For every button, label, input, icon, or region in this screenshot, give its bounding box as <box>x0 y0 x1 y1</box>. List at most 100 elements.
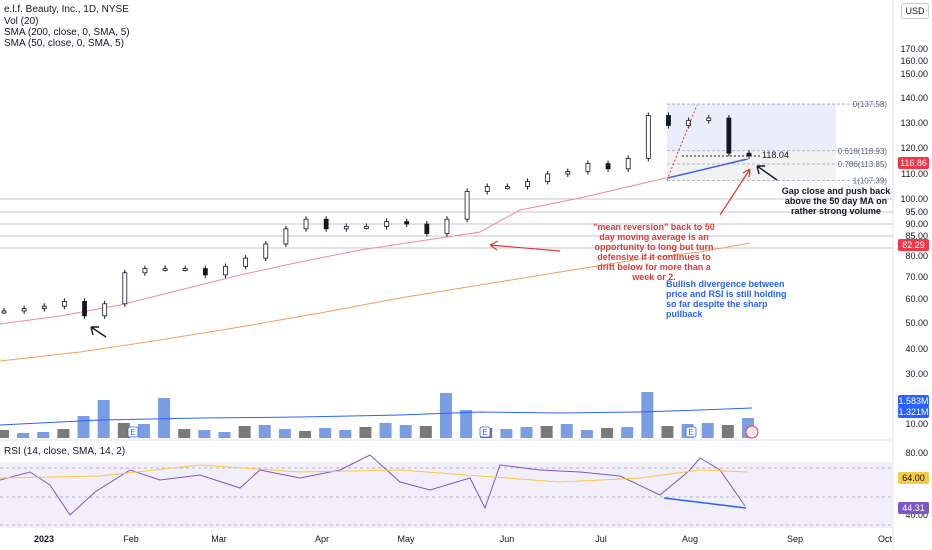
gap-arrow-red <box>719 168 751 216</box>
candle-body <box>102 303 108 317</box>
candle-body <box>21 308 27 312</box>
time-axis-tick: 2023 <box>34 534 54 544</box>
time-axis-tick: Sep <box>787 534 803 544</box>
candle-body <box>182 268 188 272</box>
january-low-arrow <box>90 326 107 338</box>
volume-bar <box>238 426 251 438</box>
volume-bar <box>641 392 654 438</box>
candle-body <box>364 225 369 229</box>
price-axis-tick: 100.00 <box>900 194 928 204</box>
vol-indicator-label[interactable]: Vol (20) <box>4 16 39 27</box>
candle-body <box>162 268 168 272</box>
candle-body <box>424 223 430 234</box>
candle-body <box>263 243 269 259</box>
fib-level-label: 0.618(118.93) <box>838 147 888 156</box>
time-axis-tick: May <box>397 534 415 544</box>
rsi-divergence-line <box>663 497 747 509</box>
bullish-divergence-annotation[interactable]: Bullish divergence between price and RSI… <box>666 279 787 319</box>
annotation-arrows[interactable] <box>90 104 778 439</box>
candle-body <box>565 170 571 175</box>
volume-bar <box>661 426 674 438</box>
earnings-label: E <box>688 428 693 437</box>
fib-level-label: 1(107.39) <box>853 177 888 186</box>
volume-bar <box>97 400 110 438</box>
rsi-line <box>0 454 746 516</box>
rsi-ma-tag: 64.00 <box>898 472 929 484</box>
sma50-indicator-label[interactable]: SMA (50, close, 0, SMA, 5) <box>4 38 125 49</box>
price-axis-tick: 160.00 <box>900 56 928 66</box>
volume-bar <box>258 425 271 438</box>
volume-bar <box>721 425 734 438</box>
volume-bar <box>419 426 432 438</box>
candle-body <box>384 221 389 227</box>
candle-body <box>82 300 87 317</box>
candle-body <box>504 186 510 189</box>
gap-close-annotation[interactable]: Gap close and push back above the 50 day… <box>781 186 891 216</box>
volume-tag: 1.583M <box>898 395 929 407</box>
rsi-axis-tick: 40.00 <box>905 510 928 520</box>
volume-bar <box>299 431 312 438</box>
price-axis-tick: 120.00 <box>900 143 928 153</box>
mean-reversion-annotation[interactable]: "mean reversion" back to 50 day moving a… <box>593 222 715 282</box>
candle-body <box>1 310 7 314</box>
volume-bar <box>399 425 412 438</box>
volume-bar <box>158 398 171 438</box>
volume-bar <box>117 423 130 438</box>
price-axis-tick: 110.00 <box>901 169 928 179</box>
candle-body <box>62 300 67 307</box>
rsi-indicator-label[interactable]: RSI (14, close, SMA, 14, 2) <box>4 446 126 457</box>
candle-body <box>243 257 249 267</box>
price-axis-tick: 80.00 <box>905 251 928 261</box>
candle-body <box>625 157 631 170</box>
fib-trend-dotted <box>666 104 698 181</box>
earnings-label: E <box>482 428 487 437</box>
candle-body <box>343 225 349 230</box>
candle-body <box>404 221 410 225</box>
volume-bar <box>77 416 90 438</box>
currency-button[interactable]: USD <box>901 3 929 19</box>
volume-bar <box>319 428 332 438</box>
volume-bar <box>137 424 150 438</box>
volume-bar <box>439 393 452 438</box>
volume-bar <box>601 428 614 438</box>
candle-body <box>726 117 732 154</box>
sma50-price-tag: 82.29 <box>898 239 929 251</box>
time-axis-tick: Aug <box>682 534 698 544</box>
time-axis-tick: Mar <box>211 534 227 544</box>
time-axis-tick: Feb <box>123 534 139 544</box>
price-axis-tick: 10.00 <box>905 419 928 429</box>
candle-body <box>464 191 470 220</box>
price-axis-tick: 50.00 <box>905 318 928 328</box>
volume-bar <box>520 427 533 438</box>
price-axis-tick: 70.00 <box>905 272 928 282</box>
candle-body <box>444 218 450 234</box>
rsi-axis-tick: 80.00 <box>905 448 928 458</box>
earnings-label: E <box>130 428 135 437</box>
fib-retracement-drawing[interactable]: 0(137.58) 0.618(118.93) 0.786(113.85) 1(107… <box>667 100 888 186</box>
volume-bar <box>17 433 30 438</box>
volume-bar <box>57 429 70 438</box>
candle-body <box>223 266 228 276</box>
volume-bar <box>178 429 191 438</box>
price-axis-tick: 95.00 <box>905 207 928 217</box>
time-axis-tick: Oct <box>878 534 893 544</box>
rsi-pane-background <box>0 462 893 527</box>
candle-body <box>202 268 208 276</box>
sma50-line <box>0 158 746 325</box>
candle-body <box>484 186 490 192</box>
candle-body <box>323 218 329 230</box>
last-price-tag: 116.86 <box>898 157 929 169</box>
candle-body <box>746 152 752 157</box>
candle-body <box>525 181 530 187</box>
volume-bar <box>198 430 211 438</box>
sma200-indicator-label[interactable]: SMA (200, close, 0, SMA, 5) <box>4 27 130 38</box>
volume-bar <box>339 430 352 438</box>
volume-bar <box>500 429 513 438</box>
rsi-value-tag: 44.31 <box>898 502 929 514</box>
fib-zone-lower <box>667 150 836 181</box>
volume-bar <box>580 430 593 438</box>
time-axis-tick: Jul <box>595 534 607 544</box>
fib-zone-upper <box>667 104 836 151</box>
candle-body <box>645 115 651 159</box>
